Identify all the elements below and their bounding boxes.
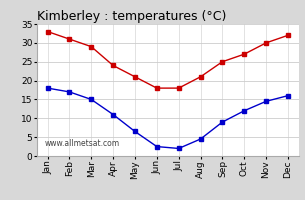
Text: Kimberley : temperatures (°C): Kimberley : temperatures (°C) (37, 10, 226, 23)
Text: www.allmetsat.com: www.allmetsat.com (45, 139, 120, 148)
